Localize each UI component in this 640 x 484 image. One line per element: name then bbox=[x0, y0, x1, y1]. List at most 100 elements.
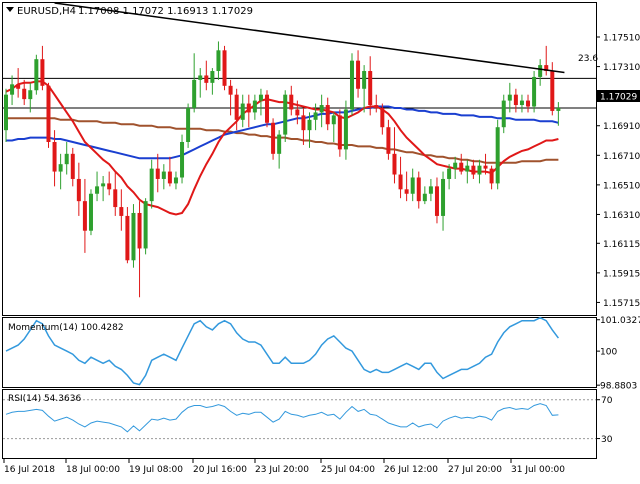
candle-body bbox=[40, 59, 45, 86]
candle-body bbox=[70, 153, 75, 179]
candle-body bbox=[143, 201, 148, 249]
candle-body bbox=[22, 88, 27, 100]
candle-body bbox=[550, 71, 555, 111]
candle-body bbox=[167, 171, 172, 184]
momentum-title: Momentum(14) 100.4282 bbox=[8, 323, 124, 333]
candle-body bbox=[386, 127, 391, 154]
candle-body bbox=[392, 153, 397, 175]
candle-body bbox=[10, 84, 15, 95]
price-tick-label: 1.16510 bbox=[603, 181, 640, 191]
candle-body bbox=[222, 50, 227, 86]
candle-body bbox=[88, 193, 93, 231]
candlesticks bbox=[4, 41, 561, 298]
current-price-badge bbox=[597, 90, 640, 102]
candle-body bbox=[210, 71, 215, 83]
momentum-pane-frame bbox=[2, 317, 597, 388]
candle-body bbox=[489, 168, 494, 184]
candle-body bbox=[465, 165, 470, 172]
fib-level-label: 23.6 bbox=[578, 54, 598, 64]
time-tick-label: 25 Jul 04:00 bbox=[321, 465, 375, 475]
candle-body bbox=[422, 193, 427, 202]
candle-body bbox=[374, 105, 379, 108]
candle-body bbox=[307, 119, 312, 131]
candle-body bbox=[349, 60, 354, 110]
momentum-tick-label: 98.8803 bbox=[600, 382, 637, 392]
candle-body bbox=[337, 115, 342, 150]
rsi-axis: 70 30 bbox=[596, 396, 613, 445]
price-tick-label: 1.16910 bbox=[603, 122, 640, 132]
candle-body bbox=[173, 177, 178, 184]
candle-body bbox=[404, 189, 409, 194]
candle-body bbox=[101, 183, 106, 187]
candle-body bbox=[76, 178, 81, 202]
candle-body bbox=[441, 178, 446, 216]
candle-body bbox=[234, 94, 239, 120]
time-tick-label: 26 Jul 12:00 bbox=[384, 465, 438, 475]
candle-body bbox=[137, 212, 142, 249]
candle-body bbox=[283, 94, 288, 135]
trendline-group bbox=[54, 2, 565, 74]
candle-body bbox=[52, 141, 57, 172]
candle-body bbox=[471, 165, 476, 175]
momentum-tick-label: 101.0327 bbox=[600, 316, 640, 326]
momentum-line bbox=[5, 316, 560, 386]
price-tick-label: 1.16115 bbox=[603, 240, 640, 250]
candle-body bbox=[131, 212, 136, 261]
candle-body bbox=[125, 215, 130, 261]
symbol-label: EURUSD,H4 bbox=[17, 6, 76, 17]
candle-body bbox=[4, 94, 8, 131]
candle-body bbox=[544, 65, 549, 72]
candle-body bbox=[161, 171, 166, 179]
price-tick-label: 1.15715 bbox=[603, 299, 640, 309]
momentum-axis: 101.0327 100 98.8803 bbox=[596, 316, 640, 392]
resistance-trendline bbox=[54, 2, 565, 74]
candle-body bbox=[495, 127, 500, 184]
candle-body bbox=[477, 165, 482, 175]
candle-body bbox=[513, 94, 518, 106]
candle-body bbox=[192, 79, 197, 108]
moving-average-mid bbox=[6, 105, 559, 160]
candle-body bbox=[447, 168, 452, 179]
candle-body bbox=[58, 164, 63, 172]
candle-body bbox=[64, 153, 69, 165]
price-tick-label: 1.16310 bbox=[603, 211, 640, 221]
candle-body bbox=[428, 186, 433, 194]
candle-body bbox=[331, 115, 336, 125]
time-tick-label: 20 Jul 16:00 bbox=[193, 465, 247, 475]
candle-body bbox=[107, 183, 112, 190]
momentum-tick-label: 100 bbox=[600, 348, 617, 358]
time-tick-label: 18 Jul 00:00 bbox=[66, 465, 120, 475]
price-pane-frame bbox=[2, 2, 597, 316]
candle-body bbox=[271, 122, 276, 154]
candle-body bbox=[240, 103, 245, 120]
candle-body bbox=[501, 100, 506, 128]
candle-body bbox=[28, 90, 33, 100]
candle-body bbox=[252, 100, 257, 113]
candle-body bbox=[434, 186, 439, 216]
rsi-line bbox=[5, 403, 559, 433]
candle-body bbox=[459, 162, 464, 172]
time-tick-label: 31 Jul 00:00 bbox=[511, 465, 565, 475]
symbol-dropdown-icon[interactable] bbox=[6, 7, 14, 12]
price-levels bbox=[3, 77, 596, 109]
candle-body bbox=[277, 134, 282, 154]
candle-body bbox=[246, 103, 251, 113]
candle-body bbox=[368, 71, 373, 106]
candle-body bbox=[483, 165, 488, 169]
time-tick-label: 23 Jul 20:00 bbox=[255, 465, 309, 475]
rsi-title: RSI(14) 54.3636 bbox=[8, 394, 81, 404]
candle-body bbox=[313, 112, 318, 120]
candle-body bbox=[16, 84, 21, 89]
price-tick-label: 1.16710 bbox=[603, 152, 640, 162]
candle-body bbox=[119, 207, 124, 216]
candle-body bbox=[538, 65, 543, 77]
candle-body bbox=[556, 107, 561, 111]
candle-body bbox=[46, 85, 51, 142]
candle-body bbox=[34, 59, 39, 91]
candle-body bbox=[319, 105, 324, 113]
moving-average-slow bbox=[6, 117, 559, 164]
time-tick-label: 16 Jul 2018 bbox=[4, 465, 55, 475]
candle-body bbox=[149, 168, 154, 202]
candle-body bbox=[258, 94, 263, 101]
